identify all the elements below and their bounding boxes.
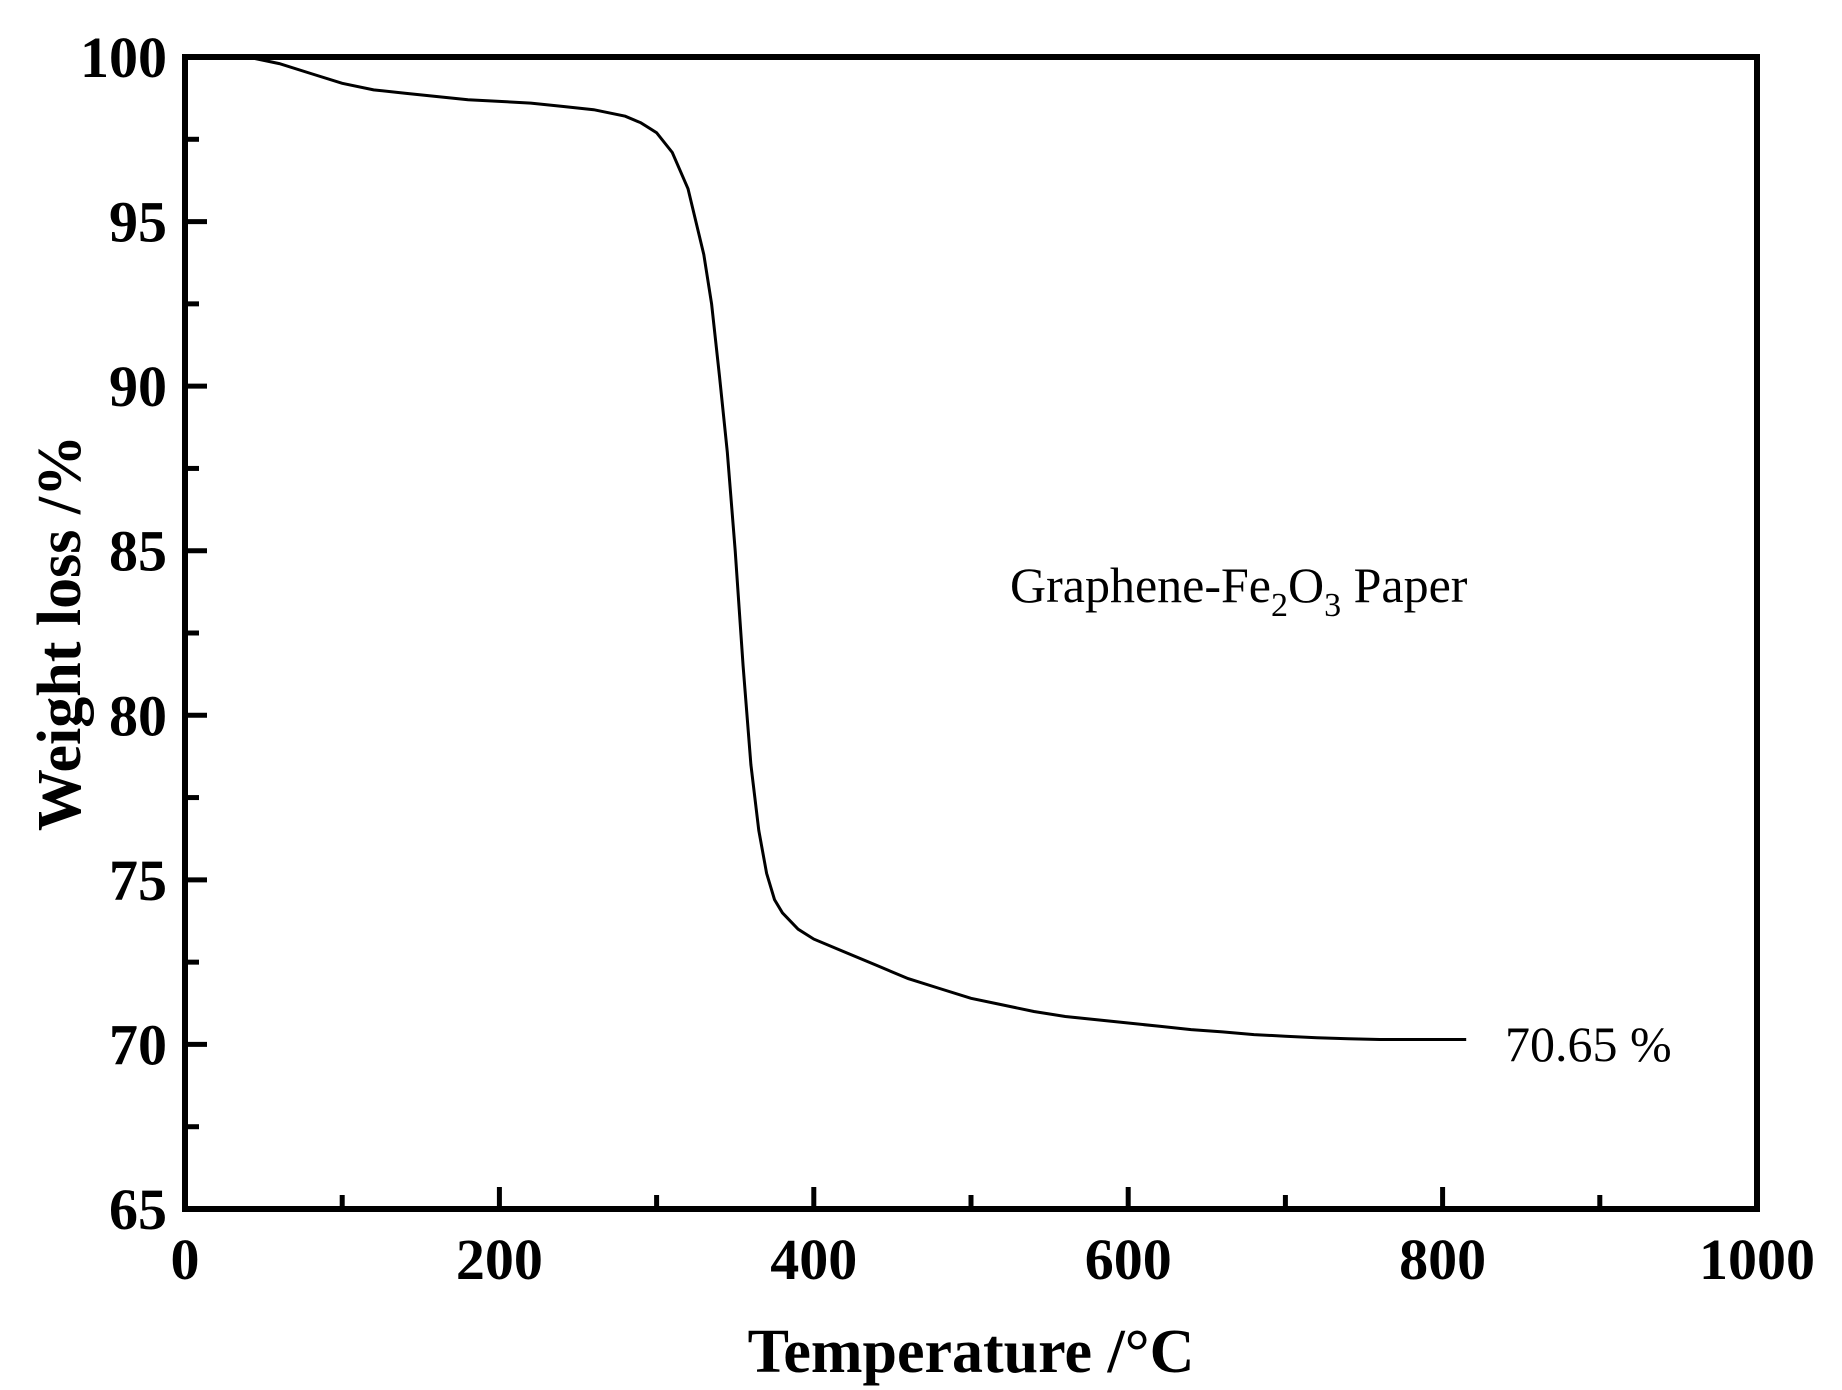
sample-label-sub1: 2 [1271, 587, 1288, 624]
y-tick-label: 85 [109, 519, 167, 584]
y-tick-label: 90 [109, 354, 167, 419]
y-tick-label: 80 [109, 683, 167, 748]
y-tick-label: 65 [109, 1177, 167, 1242]
tick-labels-layer: 0 200 400 600 800 1000 65 70 75 80 85 90 95 100 [80, 25, 1815, 1292]
sample-label: Graphene-Fe2O3 Paper [1010, 557, 1468, 624]
x-tick-label: 0 [171, 1227, 200, 1292]
sample-label-mid: O [1288, 557, 1324, 613]
x-axis-title: Temperature /°C [748, 1318, 1195, 1386]
ticks-layer [185, 136, 1603, 1209]
residual-label: 70.65 % [1505, 1016, 1672, 1072]
tga-curve-line [185, 55, 1467, 1041]
y-tick-label: 100 [80, 25, 167, 90]
y-tick-label: 70 [109, 1012, 167, 1077]
y-tick-label: 75 [109, 848, 167, 913]
sample-label-prefix: Graphene-Fe [1010, 557, 1271, 613]
x-tick-label: 800 [1399, 1227, 1486, 1292]
y-axis-title: Weight loss /% [26, 435, 94, 831]
y-tick-label: 95 [109, 190, 167, 255]
x-tick-label: 200 [456, 1227, 543, 1292]
sample-label-suffix: Paper [1341, 557, 1468, 613]
x-tick-label: 1000 [1699, 1227, 1815, 1292]
sample-label-sub2: 3 [1324, 587, 1341, 624]
x-tick-label: 600 [1085, 1227, 1172, 1292]
x-tick-label: 400 [770, 1227, 857, 1292]
